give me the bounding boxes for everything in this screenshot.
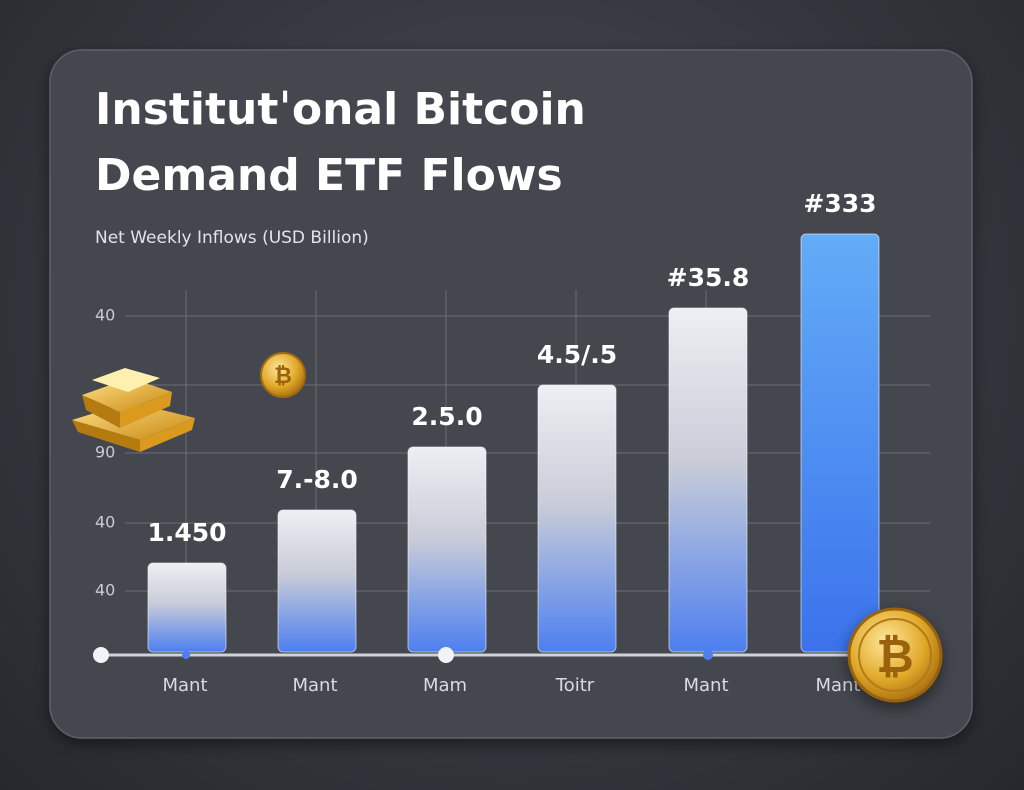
title-line: Demand ETF Flows [95,150,563,201]
gold-bars-icon [72,368,195,452]
axis-label: 40 [95,306,115,325]
category-label: Mant [683,675,728,696]
axis-dot [438,647,454,663]
category-label: Toitr [555,675,595,696]
bars: 1.450 7.-8.0 2.5.0 4.5/.5 #35.8 #333 [147,189,880,653]
bar-label: 2.5.0 [411,402,482,431]
categories: Mant Mant Mam Toitr Mant Mant [162,675,860,696]
bar-label: 1.450 [147,518,226,547]
title-line: Institutˈonal Bitcoin [95,84,586,135]
coin-icon: ₿ [260,352,306,398]
bar-label: #333 [803,189,876,218]
bar-label: 4.5/.5 [537,340,617,369]
subtitle: Net Weekly Inflows (USD Billion) [95,228,369,248]
bar-label: 7.-8.0 [276,465,358,494]
svg-text:₿: ₿ [274,364,292,389]
bar [277,509,357,653]
bar [668,307,748,653]
bar-label: #35.8 [667,263,750,292]
category-label: Mant [815,675,860,696]
bar [537,384,617,653]
axis-label: 40 [95,513,115,532]
axis-dot [182,651,190,659]
bar [147,562,227,653]
bar [800,233,880,653]
category-label: Mam [423,675,467,696]
category-label: Mant [292,675,337,696]
svg-text:₿: ₿ [876,629,914,683]
category-label: Mant [162,675,207,696]
axis-dot [703,650,713,660]
axis-label: 90 [95,443,115,462]
axis-label: 40 [95,581,115,600]
axis-dot [93,647,109,663]
coin-icon: ₿ [847,607,943,703]
bar [407,446,487,653]
